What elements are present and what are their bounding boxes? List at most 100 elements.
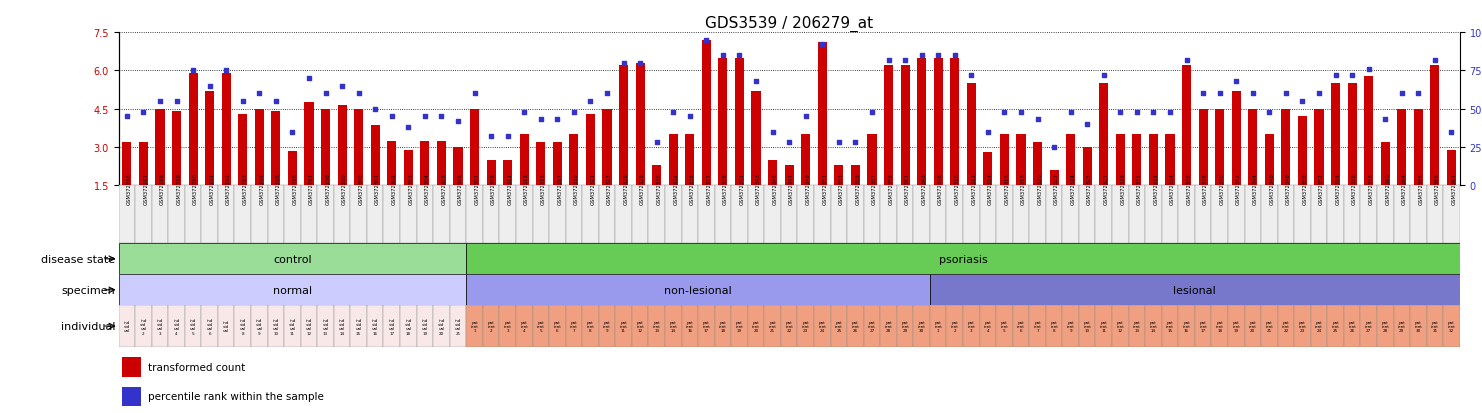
Bar <box>880 186 897 244</box>
Text: pat
ient
9: pat ient 9 <box>603 320 611 332</box>
Bar <box>735 59 744 186</box>
Text: ind
vid
ual: ind vid ual <box>123 320 130 332</box>
Text: disease state: disease state <box>41 254 116 264</box>
Point <box>231 99 255 105</box>
Point <box>943 53 966 59</box>
Point <box>1240 91 1264 97</box>
Bar <box>1162 186 1178 244</box>
Bar <box>901 66 910 186</box>
Bar <box>619 66 628 186</box>
Point <box>1358 66 1381 73</box>
Bar <box>830 186 848 244</box>
Bar <box>467 306 483 347</box>
Bar <box>1443 186 1460 244</box>
Bar <box>1146 306 1162 347</box>
Text: GSM372335: GSM372335 <box>689 173 695 204</box>
Text: pat
ient
9: pat ient 9 <box>1067 320 1074 332</box>
Bar <box>929 306 947 347</box>
Point <box>744 78 768 85</box>
Bar <box>1248 109 1257 186</box>
Bar <box>582 186 599 244</box>
Bar <box>1294 186 1310 244</box>
Bar <box>1414 109 1423 186</box>
Text: pat
ient
23: pat ient 23 <box>802 320 809 332</box>
Text: GSM372361: GSM372361 <box>906 173 910 204</box>
Bar <box>950 59 959 186</box>
Point <box>296 76 320 82</box>
Text: GSM372302: GSM372302 <box>391 173 397 204</box>
Text: ind
vid
ual
14: ind vid ual 14 <box>339 318 345 335</box>
Text: pat
ient
7: pat ient 7 <box>571 320 578 332</box>
Bar <box>1079 306 1095 347</box>
Point <box>1009 109 1033 116</box>
Text: GSM372342: GSM372342 <box>1236 173 1242 204</box>
Bar <box>665 186 682 244</box>
Bar <box>668 135 677 186</box>
Bar <box>288 152 296 186</box>
Point <box>596 91 619 97</box>
Point <box>728 53 751 59</box>
Point <box>894 57 917 64</box>
Bar <box>569 135 578 186</box>
Text: GSM372287: GSM372287 <box>144 173 148 205</box>
Text: GSM372333: GSM372333 <box>1153 173 1159 204</box>
Bar <box>897 306 913 347</box>
Bar <box>119 244 467 275</box>
Text: pat
ient
21: pat ient 21 <box>1266 320 1273 332</box>
Point <box>1275 91 1298 97</box>
Bar <box>731 306 748 347</box>
Point <box>165 99 188 105</box>
Bar <box>467 275 929 306</box>
Text: GSM372291: GSM372291 <box>209 173 215 205</box>
Text: GSM372312: GSM372312 <box>971 173 977 204</box>
Text: pat
ient
18: pat ient 18 <box>1215 320 1224 332</box>
Text: pat
ient
12: pat ient 12 <box>1116 320 1125 332</box>
Bar <box>350 186 368 244</box>
Bar <box>1116 135 1125 186</box>
Point <box>446 119 470 125</box>
Text: GSM372347: GSM372347 <box>790 173 794 204</box>
Text: GSM372345: GSM372345 <box>772 173 778 204</box>
Bar <box>400 306 416 347</box>
Bar <box>1310 186 1328 244</box>
Bar <box>1446 150 1455 186</box>
Bar <box>1409 306 1427 347</box>
Bar <box>449 306 467 347</box>
Text: GSM372326: GSM372326 <box>624 173 628 204</box>
Bar <box>483 306 499 347</box>
Text: GSM372297: GSM372297 <box>308 173 314 205</box>
Point <box>116 114 139 121</box>
Text: GSM372365: GSM372365 <box>1418 173 1423 204</box>
Bar <box>520 135 529 186</box>
Bar <box>301 186 317 244</box>
Bar <box>1377 186 1393 244</box>
Bar <box>384 186 400 244</box>
Title: GDS3539 / 206279_at: GDS3539 / 206279_at <box>705 16 873 32</box>
Bar <box>1100 84 1109 186</box>
Bar <box>400 186 416 244</box>
Bar <box>929 275 1460 306</box>
Bar <box>702 41 711 186</box>
Bar <box>499 306 516 347</box>
Point <box>977 129 1000 135</box>
Text: pat
ient
3: pat ient 3 <box>968 320 975 332</box>
Bar <box>502 160 513 186</box>
Point <box>1224 78 1248 85</box>
Text: control: control <box>273 254 311 264</box>
Bar <box>934 59 943 186</box>
Text: GSM372356: GSM372356 <box>1352 173 1358 204</box>
Bar <box>516 306 532 347</box>
Text: GSM372353: GSM372353 <box>839 173 843 204</box>
Text: GSM372320: GSM372320 <box>1037 173 1042 204</box>
Text: GSM372354: GSM372354 <box>1335 173 1341 204</box>
Text: GSM372315: GSM372315 <box>541 173 545 204</box>
Bar <box>384 306 400 347</box>
Text: GSM372348: GSM372348 <box>1286 173 1291 204</box>
Bar <box>433 306 449 347</box>
Bar <box>218 306 234 347</box>
Point <box>529 117 553 123</box>
Text: pat
ient
5: pat ient 5 <box>1000 320 1008 332</box>
Bar <box>848 306 864 347</box>
Bar <box>1347 84 1356 186</box>
Bar <box>1046 306 1063 347</box>
